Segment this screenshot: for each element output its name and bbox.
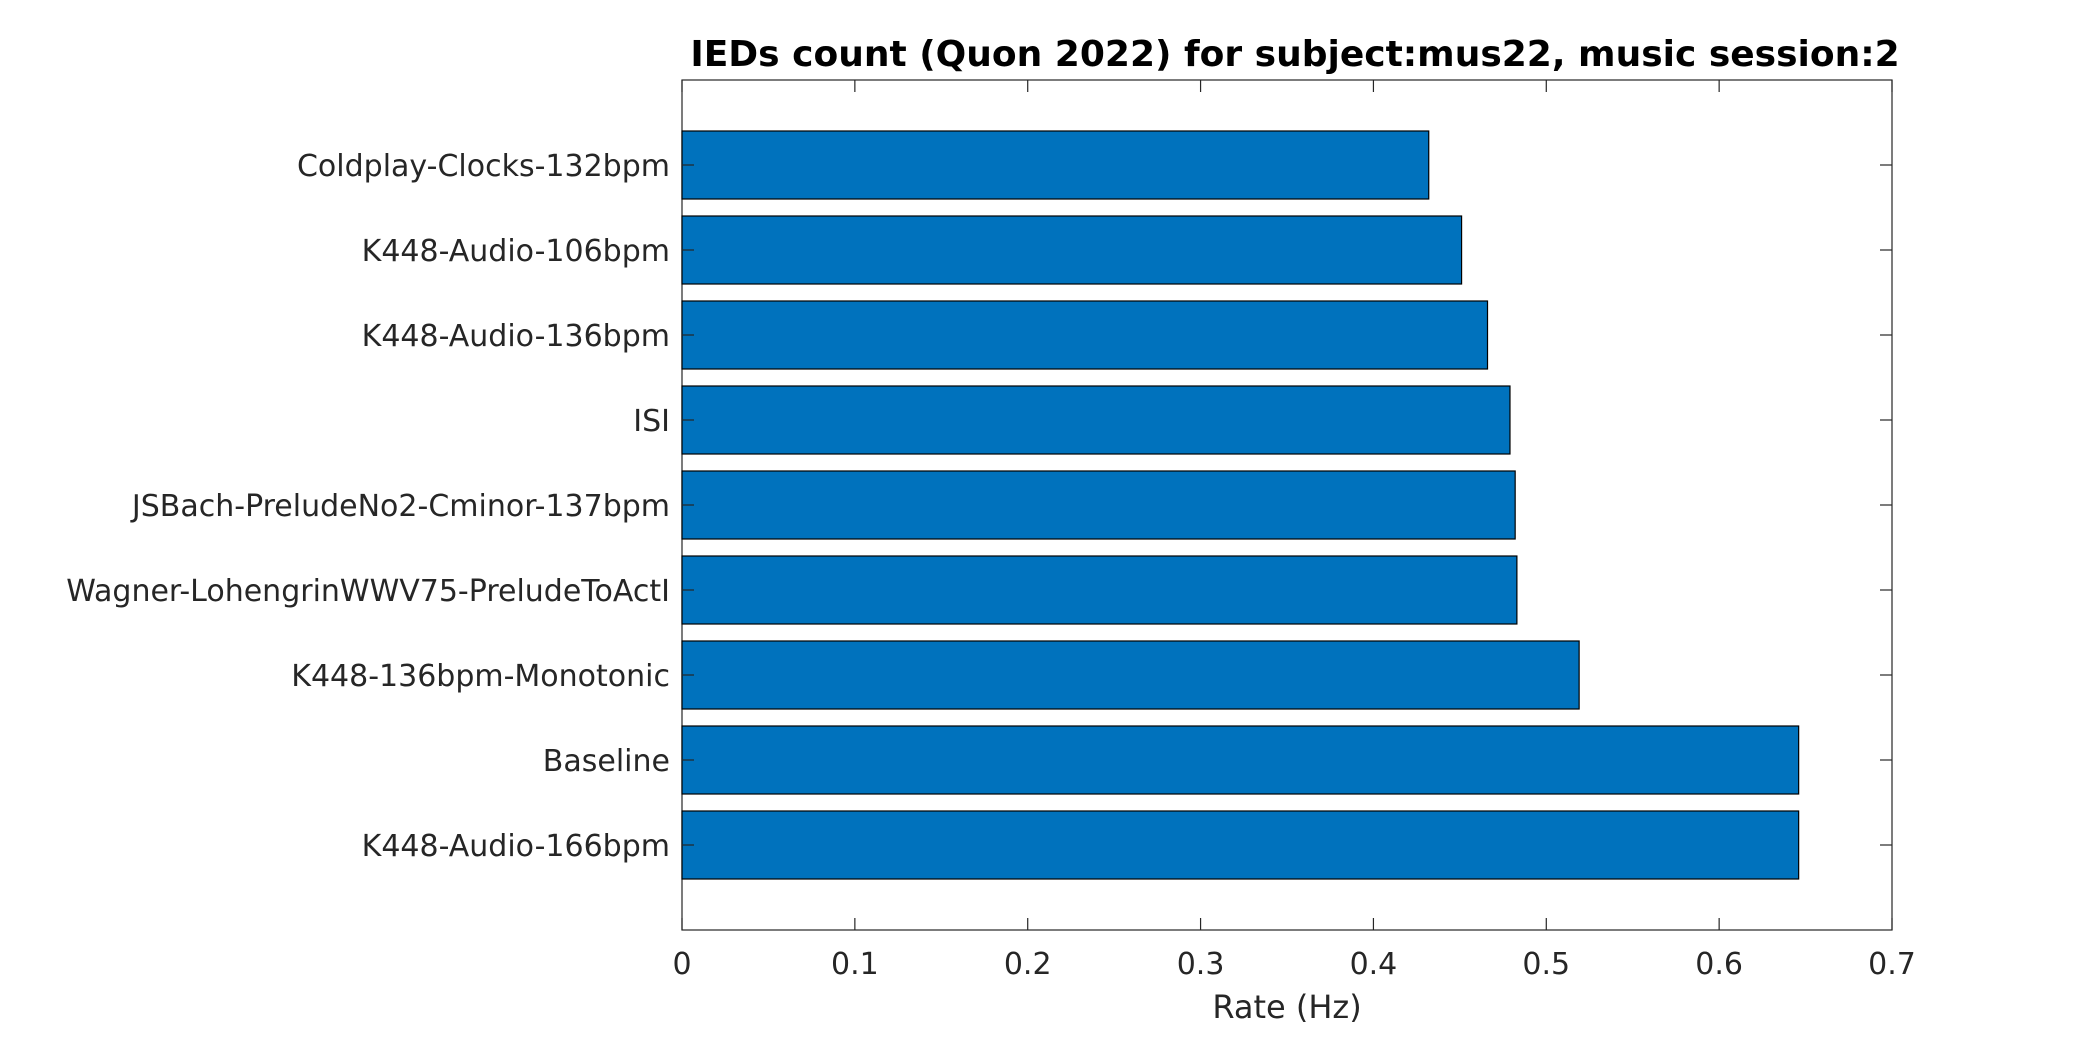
bar-5 — [681, 555, 1518, 625]
y-axis-ticks: Coldplay-Clocks-132bpm K448-Audio-106bpm K… — [66, 149, 1892, 864]
x-tick-label: 0.6 — [1695, 947, 1743, 982]
x-tick-label: 0.7 — [1868, 947, 1916, 982]
x-tick-label: 0.4 — [1350, 947, 1398, 982]
bar-7 — [681, 725, 1800, 795]
y-tick-label: Wagner-LohengrinWWV75-PreludeToActI — [66, 574, 670, 609]
y-tick-label: K448-Audio-166bpm — [362, 829, 670, 864]
bars-layer — [681, 130, 1800, 880]
bar-1 — [681, 215, 1463, 285]
y-tick-label: K448-Audio-136bpm — [362, 319, 670, 354]
x-tick-label: 0 — [672, 947, 691, 982]
x-tick-label: 0.1 — [831, 947, 879, 982]
x-tick-label: 0.5 — [1522, 947, 1570, 982]
y-tick-label: K448-136bpm-Monotonic — [291, 659, 670, 694]
bar-6 — [681, 640, 1580, 710]
x-tick-label: 0.2 — [1004, 947, 1052, 982]
bar-4 — [681, 470, 1516, 540]
y-tick-label: JSBach-PreludeNo2-Cminor-137bpm — [130, 489, 670, 524]
y-tick-label: Baseline — [543, 744, 670, 779]
y-tick-label: Coldplay-Clocks-132bpm — [297, 149, 670, 184]
y-tick-label: ISI — [633, 404, 670, 439]
chart-title: IEDs count (Quon 2022) for subject:mus22… — [690, 34, 1899, 75]
bar-0 — [681, 130, 1430, 200]
bar-8 — [681, 810, 1800, 880]
y-tick-label: K448-Audio-106bpm — [362, 234, 670, 269]
x-tick-label: 0.3 — [1177, 947, 1225, 982]
x-axis-label: Rate (Hz) — [1212, 988, 1361, 1026]
x-axis-ticks: 0 0.1 0.2 0.3 0.4 0.5 0.6 0.7 — [672, 80, 1916, 982]
bar-3 — [681, 385, 1511, 455]
bar-2 — [681, 300, 1489, 370]
